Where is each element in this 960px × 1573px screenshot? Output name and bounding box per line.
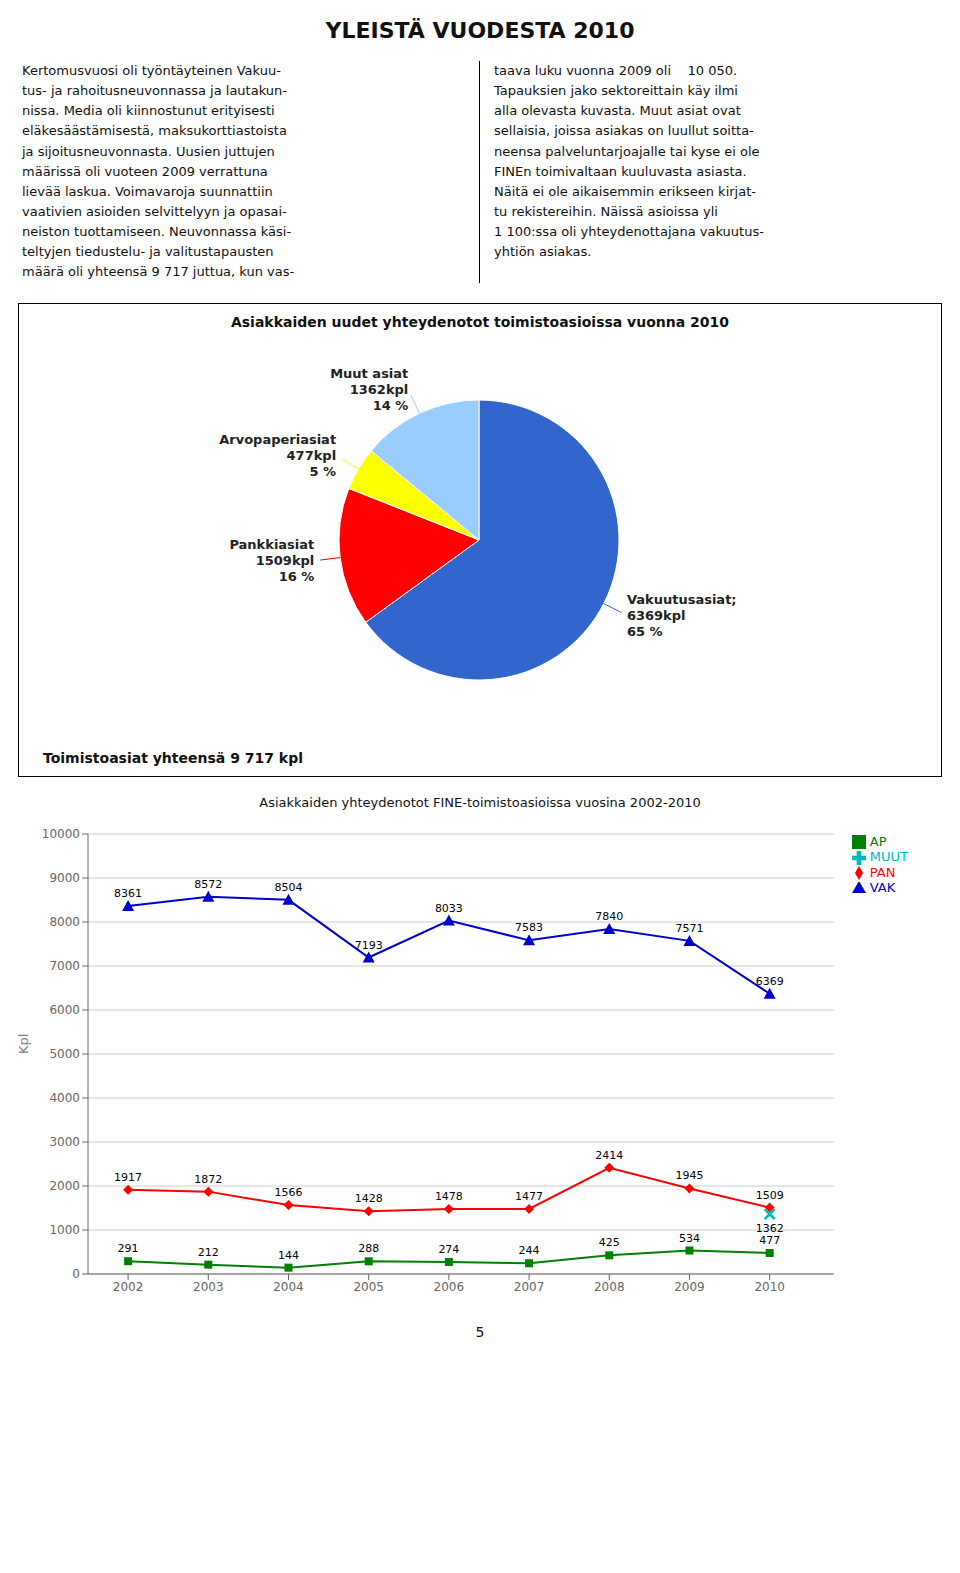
svg-text:1509: 1509 xyxy=(756,1188,784,1201)
svg-text:7000: 7000 xyxy=(49,959,80,973)
svg-text:1566: 1566 xyxy=(274,1186,302,1199)
svg-text:274: 274 xyxy=(438,1242,459,1255)
svg-text:2002: 2002 xyxy=(113,1279,144,1293)
svg-text:9000: 9000 xyxy=(49,871,80,885)
svg-text:288: 288 xyxy=(358,1242,379,1255)
svg-text:477: 477 xyxy=(759,1234,780,1247)
svg-text:8000: 8000 xyxy=(49,915,80,929)
svg-text:Arvopaperiasiat477kpl5 %: Arvopaperiasiat477kpl5 % xyxy=(219,432,336,479)
svg-text:0: 0 xyxy=(72,1267,80,1281)
svg-text:7571: 7571 xyxy=(675,921,703,934)
html-text:AP: AP xyxy=(869,833,887,849)
html-text:Asiakkaiden yhteydenotot FINE-: Asiakkaiden yhteydenotot FINE-toimistoas… xyxy=(259,794,701,810)
svg-text:425: 425 xyxy=(599,1236,620,1249)
svg-text:8033: 8033 xyxy=(435,901,463,914)
svg-text:7583: 7583 xyxy=(515,921,543,934)
svg-text:212: 212 xyxy=(198,1245,219,1258)
svg-text:2006: 2006 xyxy=(434,1279,465,1293)
html-text:taava luku vuonna 2009 oli 10: taava luku vuonna 2009 oli 10 050. Tapau… xyxy=(494,63,764,260)
svg-text:10000: 10000 xyxy=(42,827,80,841)
svg-text:144: 144 xyxy=(278,1248,299,1261)
svg-text:1478: 1478 xyxy=(435,1190,463,1203)
svg-text:1000: 1000 xyxy=(49,1223,80,1237)
html-text:Kertomusvuosi oli työntäyteine: Kertomusvuosi oli työntäyteinen Vakuu- t… xyxy=(22,63,295,280)
svg-text:1428: 1428 xyxy=(355,1192,383,1205)
svg-text:2414: 2414 xyxy=(595,1148,623,1161)
svg-text:244: 244 xyxy=(519,1244,540,1257)
svg-text:2007: 2007 xyxy=(514,1279,545,1293)
svg-text:3000: 3000 xyxy=(49,1135,80,1149)
svg-text:Muut asiat1362kpl14 %: Muut asiat1362kpl14 % xyxy=(330,366,408,413)
svg-text:7840: 7840 xyxy=(595,910,623,923)
html-text:VAK: VAK xyxy=(869,880,896,895)
svg-text:1872: 1872 xyxy=(194,1172,222,1185)
svg-text:Vakuutusasiat;6369kpl65 %: Vakuutusasiat;6369kpl65 % xyxy=(627,591,737,638)
svg-text:8361: 8361 xyxy=(114,887,142,900)
svg-text:1945: 1945 xyxy=(675,1169,703,1182)
html-text:Asiakkaiden uudet yhteydenotot: Asiakkaiden uudet yhteydenotot toimistoa… xyxy=(231,313,729,330)
html-text:Toimistoasiat yhteensä 9 717 k: Toimistoasiat yhteensä 9 717 kpl xyxy=(43,749,303,766)
html-text:5: 5 xyxy=(475,1323,485,1340)
html-text:PAN: PAN xyxy=(869,864,896,880)
svg-text:2004: 2004 xyxy=(273,1279,304,1293)
svg-text:1477: 1477 xyxy=(515,1190,543,1203)
svg-text:2009: 2009 xyxy=(674,1279,705,1293)
svg-text:2008: 2008 xyxy=(594,1279,625,1293)
svg-text:534: 534 xyxy=(679,1231,700,1244)
svg-text:Pankkiasiat1509kpl16 %: Pankkiasiat1509kpl16 % xyxy=(229,537,314,584)
svg-text:4000: 4000 xyxy=(49,1091,80,1105)
svg-text:6000: 6000 xyxy=(49,1003,80,1017)
svg-text:2003: 2003 xyxy=(193,1279,224,1293)
svg-text:2005: 2005 xyxy=(353,1279,384,1293)
svg-text:1917: 1917 xyxy=(114,1170,142,1183)
svg-text:291: 291 xyxy=(118,1242,139,1255)
svg-text:2010: 2010 xyxy=(754,1279,785,1293)
html-text:YLEISTÄ VUODESTA 2010: YLEISTÄ VUODESTA 2010 xyxy=(325,18,635,43)
svg-text:7193: 7193 xyxy=(355,938,383,951)
svg-text:1362: 1362 xyxy=(756,1222,784,1235)
svg-text:Kpl: Kpl xyxy=(16,1033,31,1053)
svg-text:6369: 6369 xyxy=(756,974,784,987)
html-text:MUUT: MUUT xyxy=(869,849,908,864)
svg-text:8504: 8504 xyxy=(274,880,302,893)
svg-text:8572: 8572 xyxy=(194,877,222,890)
svg-text:5000: 5000 xyxy=(49,1047,80,1061)
svg-text:2000: 2000 xyxy=(49,1179,80,1193)
